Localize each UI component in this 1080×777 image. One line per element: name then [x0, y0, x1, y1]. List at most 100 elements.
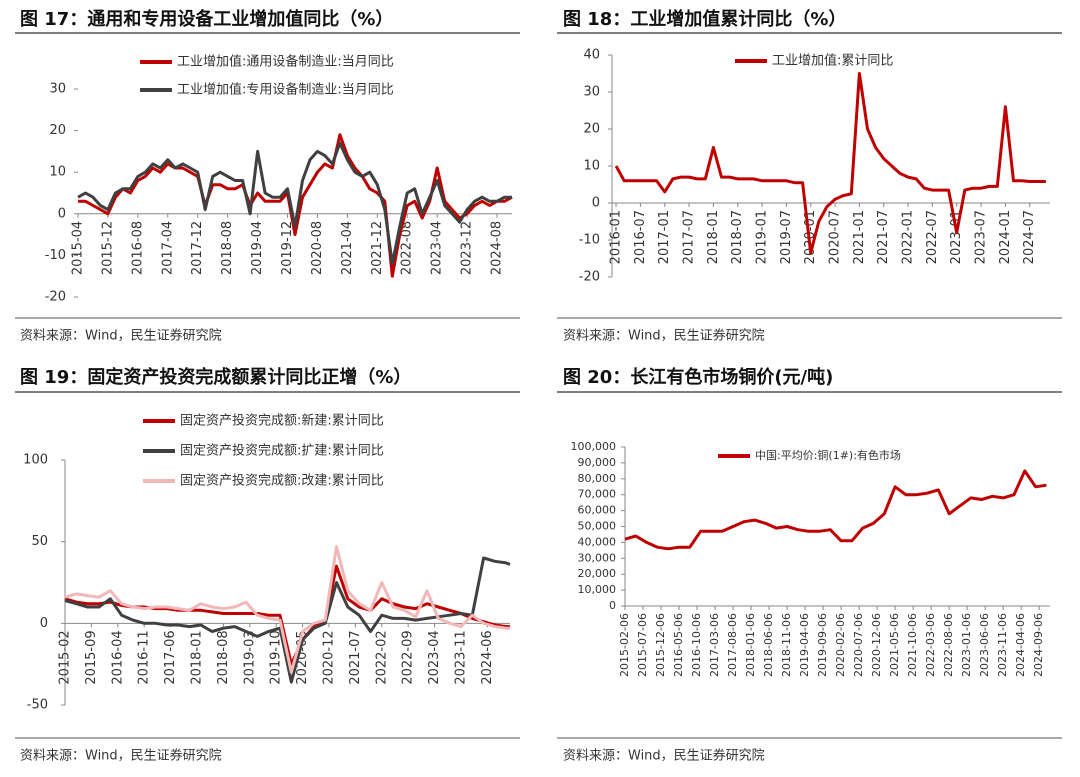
y-tick-label: 30	[583, 85, 600, 100]
y-tick-label: 30,000	[578, 551, 617, 564]
x-tick-label: 2017-12	[190, 221, 205, 275]
x-tick-label: 2019-10	[269, 630, 284, 684]
chart-title: 图 18：工业增加值累计同比（%）	[563, 8, 846, 30]
x-tick-label: 2016-01	[609, 210, 624, 264]
y-tick-label: 10	[583, 159, 600, 174]
x-tick-label: 2019-03	[242, 630, 257, 684]
x-tick-label: 2024-08	[490, 221, 505, 275]
source-note: 资料来源：Wind，民生证券研究院	[20, 328, 222, 344]
x-tick-label: 2020-02-06	[834, 613, 847, 677]
y-tick-label: 30	[49, 82, 66, 97]
y-tick-label: 50,000	[578, 520, 617, 533]
x-tick-label: 2017-06	[163, 630, 178, 684]
x-tick-label: 2021-07	[876, 210, 891, 264]
x-tick-label: 2018-01	[706, 210, 721, 264]
y-tick-label: 40,000	[578, 535, 617, 548]
legend-label: 工业增加值:累计同比	[772, 53, 893, 69]
x-tick-label: 2019-04	[250, 221, 265, 275]
x-tick-label: 2016-10-06	[690, 613, 703, 677]
series-line	[64, 556, 511, 684]
x-tick-label: 2022-07	[925, 210, 940, 264]
x-tick-label: 2023-01	[949, 210, 964, 264]
x-tick-label: 2021-10-06	[906, 613, 919, 677]
y-tick-label: -10	[45, 248, 66, 263]
x-tick-label: 2021-12	[370, 221, 385, 275]
x-tick-label: 2020-12	[321, 630, 336, 684]
y-tick-label: 20,000	[578, 567, 617, 580]
chart-panel: 图 19：固定资产投资完成额累计同比正增（%） 资料来源：Wind，民生证券研究院…	[15, 366, 520, 764]
y-tick-label: -20	[579, 270, 600, 285]
x-tick-label: 2015-02-06	[618, 613, 631, 677]
chart-panel: 图 20：长江有色市场铜价(元/吨) 资料来源：Wind，民生证券研究院 0 10,0…	[557, 366, 1062, 764]
series-line	[77, 141, 512, 266]
y-tick-label: 90,000	[578, 456, 617, 469]
x-tick-label: 2018-07	[730, 210, 745, 264]
x-tick-label: 2016-08	[130, 221, 145, 275]
x-tick-label: 2015-12-06	[654, 613, 667, 677]
legend-label: 工业增加值:通用设备制造业:当月同比	[177, 54, 394, 70]
y-tick-label: -50	[27, 698, 48, 713]
x-tick-label: 2024-07	[1022, 210, 1037, 264]
y-tick-label: 0	[609, 599, 616, 612]
x-tick-label: 2023-11-06	[996, 613, 1009, 677]
x-tick-label: 2021-07	[348, 630, 363, 684]
y-tick-label: 60,000	[578, 504, 617, 517]
chart-title: 图 17：通用和专用设备工业增加值同比（%）	[20, 8, 393, 30]
source-note: 资料来源：Wind，民生证券研究院	[563, 748, 765, 764]
x-tick-label: 2015-07-06	[636, 613, 649, 677]
x-tick-label: 2015-02	[58, 630, 73, 684]
x-tick-label: 2016-07	[633, 210, 648, 264]
x-tick-label: 2018-11-06	[780, 613, 793, 677]
series-line	[624, 469, 1047, 551]
x-tick-label: 2018-08	[216, 630, 231, 684]
y-tick-label: -20	[45, 290, 66, 305]
x-tick-label: 2021-01	[852, 210, 867, 264]
x-tick-label: 2021-04	[340, 221, 355, 275]
chart-panel: 图 18：工业增加值累计同比（%） 资料来源：Wind，民生证券研究院 -20 -10…	[557, 8, 1062, 344]
y-tick-label: 0	[40, 616, 48, 631]
x-tick-label: 2016-11	[137, 630, 152, 684]
x-tick-label: 2019-04-06	[798, 613, 811, 677]
x-tick-label: 2017-01	[657, 210, 672, 264]
x-tick-label: 2024-01	[998, 210, 1013, 264]
x-tick-label: 2022-01	[901, 210, 916, 264]
y-tick-label: 10,000	[578, 583, 617, 596]
y-tick-label: -10	[579, 233, 600, 248]
chart-title: 图 19：固定资产投资完成额累计同比正增（%）	[20, 366, 411, 388]
x-tick-label: 2015-12	[100, 221, 115, 275]
x-tick-label: 2022-08	[400, 221, 415, 275]
x-tick-label: 2022-08-06	[942, 613, 955, 677]
x-tick-label: 2019-12	[280, 221, 295, 275]
x-tick-label: 2023-04	[427, 630, 442, 684]
series-line	[64, 545, 510, 674]
y-tick-label: 100,000	[571, 440, 617, 453]
y-tick-label: 10	[49, 165, 66, 180]
x-tick-label: 2023-06-06	[978, 613, 991, 677]
legend-label: 固定资产投资完成额:扩建:累计同比	[180, 443, 384, 459]
x-tick-label: 2022-09	[401, 630, 416, 684]
x-tick-label: 2019-09-06	[816, 613, 829, 677]
x-tick-label: 2017-04	[160, 221, 175, 275]
legend-label: 固定资产投资完成额:改建:累计同比	[180, 473, 384, 489]
x-tick-label: 2023-07	[974, 210, 989, 264]
series-line	[78, 133, 513, 278]
x-tick-label: 2015-04	[71, 221, 86, 275]
y-tick-label: 20	[49, 123, 66, 138]
x-tick-label: 2017-07	[682, 210, 697, 264]
x-tick-label: 2018-06-06	[762, 613, 775, 677]
x-tick-label: 2015-09	[84, 630, 99, 684]
legend-label: 工业增加值:专用设备制造业:当月同比	[177, 82, 394, 98]
x-tick-label: 2016-05-06	[672, 613, 685, 677]
y-tick-label: 0	[58, 206, 66, 221]
x-tick-label: 2023-11	[453, 630, 468, 684]
x-tick-label: 2018-08	[220, 221, 235, 275]
x-tick-label: 2020-12-06	[870, 613, 883, 677]
y-tick-label: 0	[592, 196, 600, 211]
x-tick-label: 2022-02	[374, 630, 389, 684]
x-tick-label: 2021-05-06	[888, 613, 901, 677]
x-tick-label: 2017-03-06	[708, 613, 721, 677]
series-line	[614, 72, 1046, 255]
chart-panel: 图 17：通用和专用设备工业增加值同比（%） 资料来源：Wind，民生证券研究院 -…	[15, 8, 520, 344]
x-tick-label: 2024-06	[480, 630, 495, 684]
